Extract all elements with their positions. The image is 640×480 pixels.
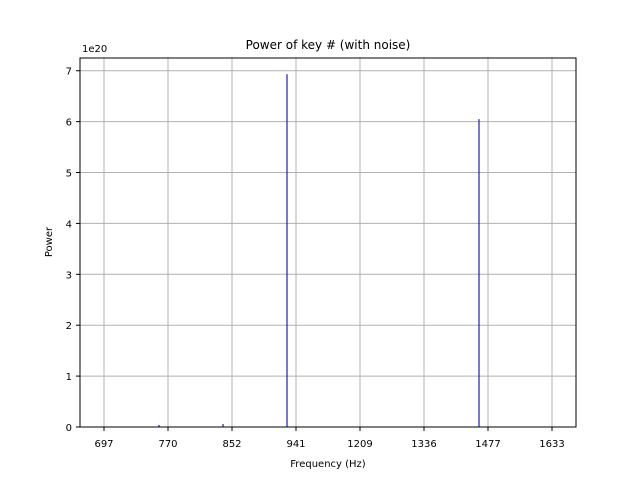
x-tick-label: 697 — [94, 439, 113, 450]
y-tick-label: 0 — [66, 423, 72, 434]
y-tick-label: 5 — [66, 169, 72, 180]
y-offset-label: 1e20 — [82, 44, 107, 55]
x-tick-label: 1633 — [539, 439, 564, 450]
axes-frame — [79, 57, 577, 428]
bars-layer — [158, 74, 480, 427]
x-tick-label: 770 — [158, 439, 177, 450]
y-tick-label: 2 — [66, 321, 72, 332]
ticks-layer: 0 1 2 3 4 5 6 7 697 770 852 941 1209 1336 1477 1633 — [66, 67, 565, 450]
y-axis-title: Power — [44, 226, 55, 257]
y-tick-label: 3 — [66, 270, 72, 281]
x-tick-label: 941 — [286, 439, 305, 450]
x-axis-title: Frequency (Hz) — [290, 459, 366, 470]
grid-layer — [80, 58, 576, 428]
x-tick-label: 1209 — [347, 439, 372, 450]
chart-title: Power of key # (with noise) — [246, 38, 411, 52]
y-tick-label: 6 — [66, 118, 72, 129]
y-tick-label: 1 — [66, 372, 72, 383]
y-tick-label: 4 — [66, 219, 72, 230]
x-tick-label: 852 — [222, 439, 241, 450]
x-tick-label: 1477 — [475, 439, 500, 450]
y-tick-label: 7 — [66, 67, 72, 78]
x-tick-label: 1336 — [411, 439, 436, 450]
